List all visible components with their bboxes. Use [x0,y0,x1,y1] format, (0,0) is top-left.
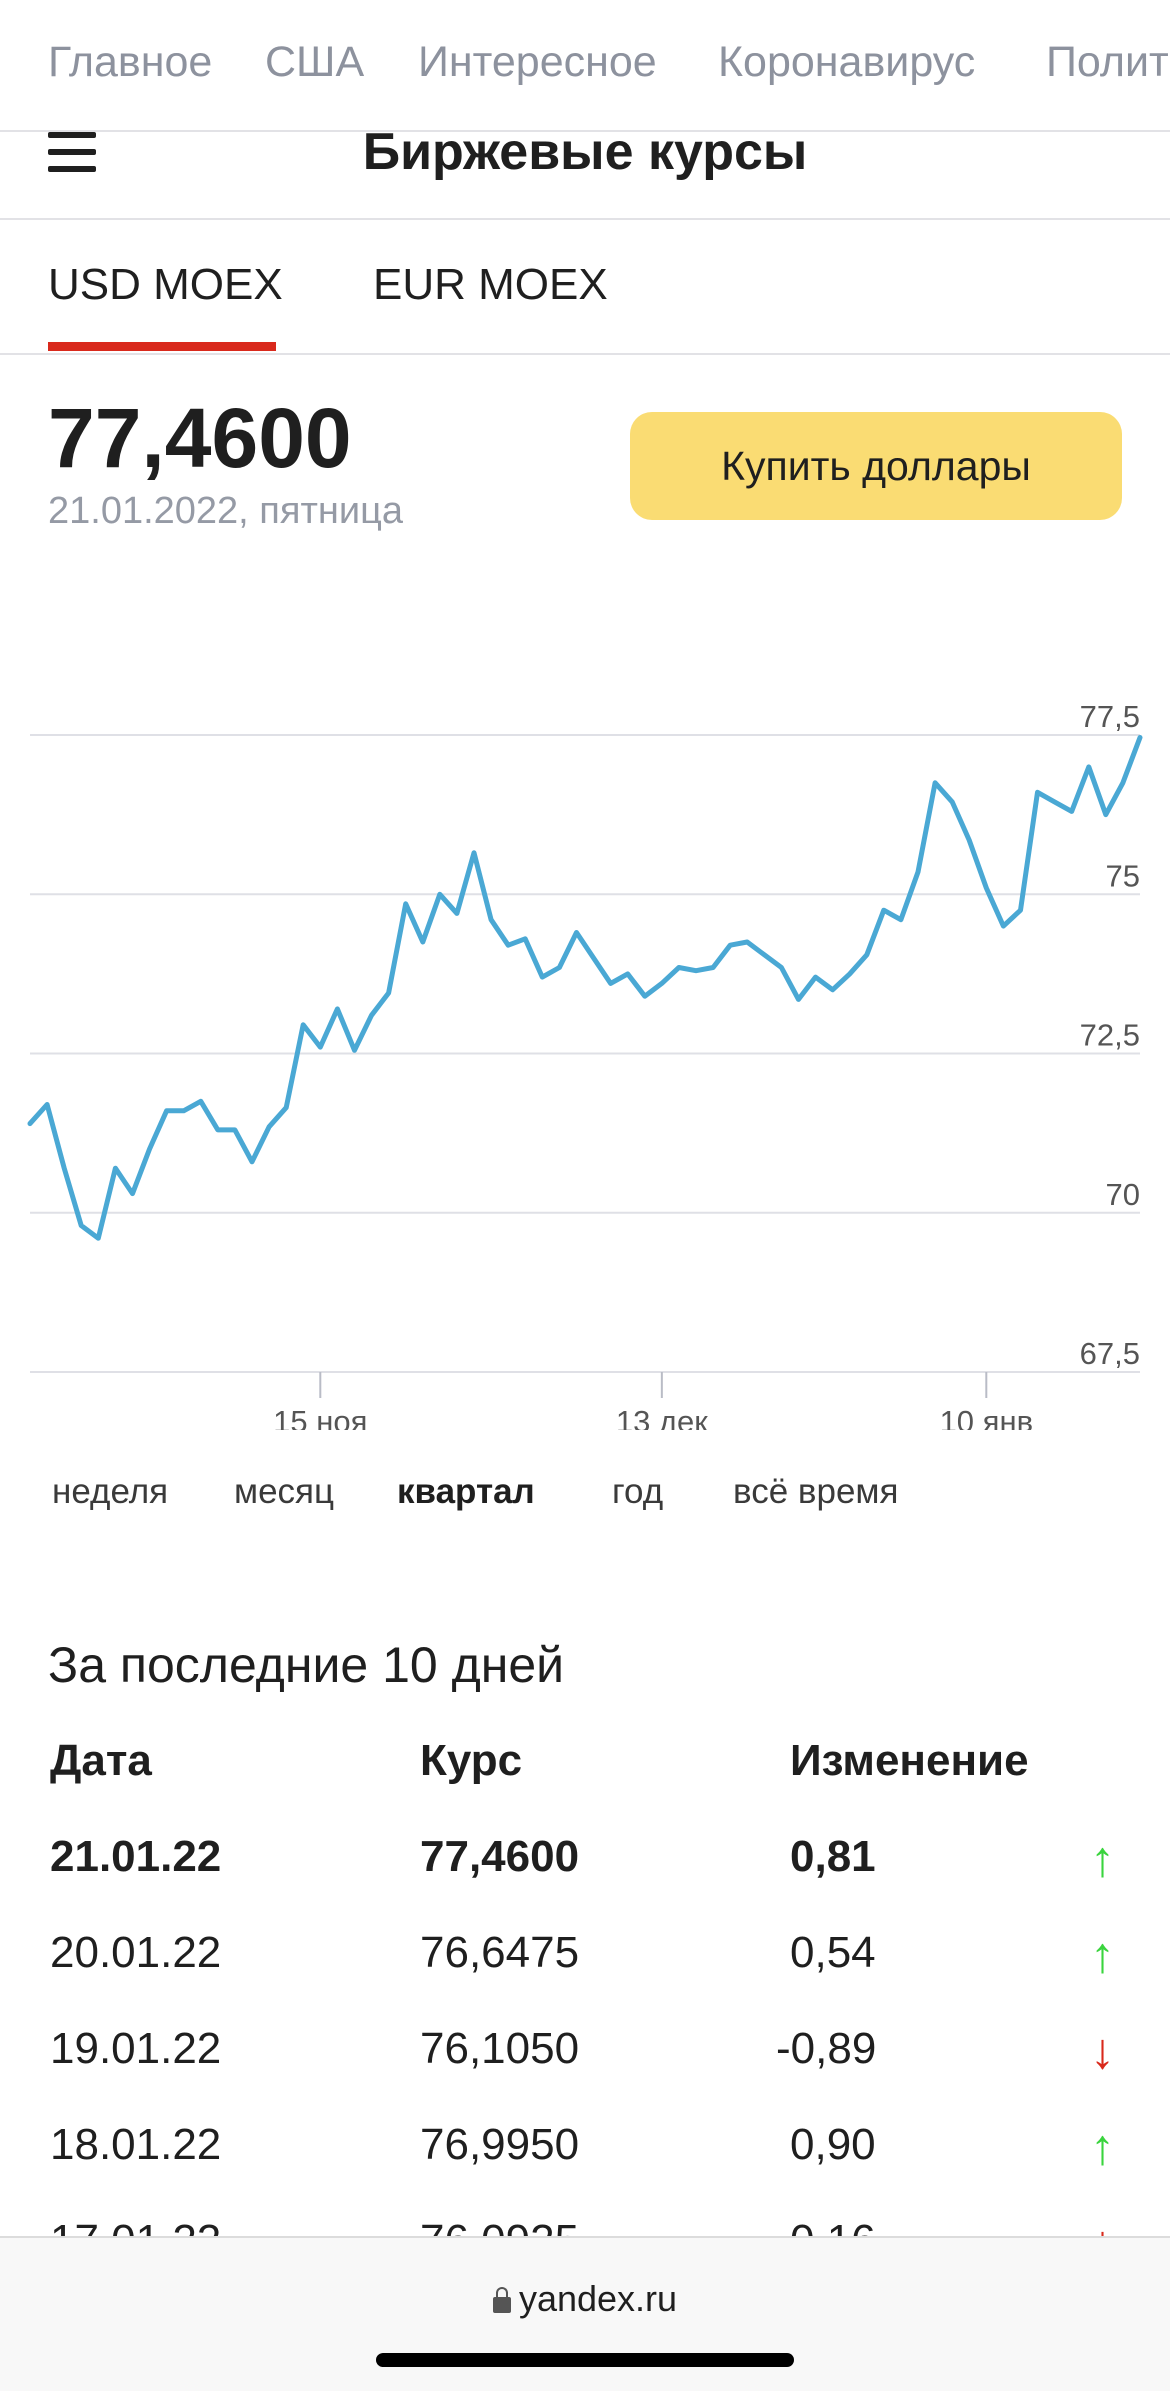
x-tick-label: 15 ноя [273,1404,367,1430]
row-change: 0,81 [790,1832,876,1881]
y-tick-label: 70 [1106,1177,1140,1212]
arrow-up-icon: ↑ [1090,1927,1115,1983]
column-header-date: Дата [50,1736,152,1785]
x-tick-label: 10 янв [940,1404,1033,1430]
row-date: 20.01.22 [50,1928,222,1977]
page-title: Биржевые курсы [362,123,808,181]
row-date: 18.01.22 [50,2120,222,2169]
row-date: 21.01.22 [50,1832,222,1881]
table-row: 19.01.22 76,1050 -0,89 ↓ [0,2023,1170,2120]
row-rate: 76,1050 [420,2024,580,2073]
arrow-up-icon: ↑ [1090,1831,1115,1887]
y-tick-label: 77,5 [1080,699,1140,734]
lock-icon [492,2287,511,2313]
tab-usd-moex[interactable]: USD MOEX [48,260,283,309]
tab-eur-moex[interactable]: EUR MOEX [373,260,608,309]
y-tick-label: 75 [1106,858,1140,893]
table-row: 18.01.22 76,9950 0,90 ↑ [0,2119,1170,2216]
arrow-up-icon: ↑ [1090,2119,1115,2175]
rate-date: 21.01.2022, пятница [48,490,403,532]
browser-bottom-bar: yandex.ru [0,2236,1170,2391]
column-header-rate: Курс [420,1736,523,1785]
nav-link-interesting[interactable]: Интересное [418,38,657,86]
period-month[interactable]: месяц [234,1472,335,1511]
nav-link-coronavirus[interactable]: Коронавирус [718,38,976,86]
period-selector: неделя месяц квартал год всё время [0,1472,1170,1522]
page-header: Биржевые курсы [0,123,1170,220]
table-row: 21.01.22 77,4600 0,81 ↑ [0,1831,1170,1928]
row-rate: 76,6475 [420,1928,580,1977]
row-rate: 77,4600 [420,1832,580,1881]
row-date: 19.01.22 [50,2024,222,2073]
nav-link-usa[interactable]: США [265,38,365,86]
row-change: 0,54 [790,1928,876,1977]
address-bar[interactable]: yandex.ru [0,2278,1170,2320]
active-tab-indicator [48,342,276,351]
home-indicator[interactable] [376,2353,794,2367]
table-row: 20.01.22 76,6475 0,54 ↑ [0,1927,1170,2024]
top-nav: Главное США Интересное Коронавирус Полит [0,0,1170,132]
column-header-change: Изменение [790,1736,1029,1785]
row-change: -0,89 [776,2024,877,2073]
x-tick-label: 13 дек [616,1404,708,1430]
rate-chart[interactable]: 77,5 75 72,5 70 67,5 15 ноя 13 дек 10 янв [0,690,1170,1430]
arrow-down-icon: ↓ [1090,2023,1115,2079]
hamburger-menu-icon[interactable] [48,132,96,172]
table-title: За последние 10 дней [48,1637,565,1693]
period-year[interactable]: год [612,1472,664,1511]
current-rate: 77,4600 [48,391,352,485]
period-quarter[interactable]: квартал [397,1472,535,1511]
nav-link-politics[interactable]: Полит [1046,38,1169,86]
series-line [27,735,1143,1241]
currency-tabs: USD MOEX EUR MOEX [0,220,1170,355]
period-all-time[interactable]: всё время [733,1472,899,1511]
buy-dollars-button[interactable]: Купить доллары [630,412,1122,520]
row-change: 0,90 [790,2120,876,2169]
period-week[interactable]: неделя [52,1472,169,1511]
row-rate: 76,9950 [420,2120,580,2169]
y-tick-label: 67,5 [1080,1336,1140,1371]
nav-link-main[interactable]: Главное [48,38,213,86]
y-tick-label: 72,5 [1080,1018,1140,1053]
url-text: yandex.ru [518,2278,678,2319]
